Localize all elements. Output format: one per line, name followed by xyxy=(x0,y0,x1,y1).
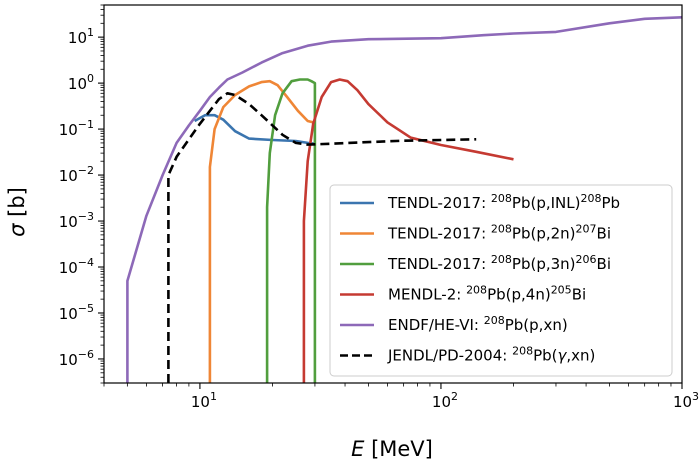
series-layer xyxy=(126,16,682,383)
legend-label-tendl-2n: TENDL-2017: 208Pb(p,2n)207Bi xyxy=(387,223,611,243)
legend-label-tendl-3n: TENDL-2017: 208Pb(p,3n)206Bi xyxy=(387,253,611,273)
x-axis-title: E [MeV] xyxy=(351,437,433,461)
series-line-tendl-inl xyxy=(193,113,316,145)
y-axis-title: σ [b] xyxy=(5,187,29,237)
y-tick-label: 10−4 xyxy=(59,256,94,277)
legend-label-mendl-4n: MENDL-2: 208Pb(p,4n)205Bi xyxy=(388,284,586,304)
legend-label-tendl-inl: TENDL-2017: 208Pb(p,INL)208Pb xyxy=(387,192,620,212)
x-tick-label: 101 xyxy=(191,390,217,411)
series-line-jendl-gamma xyxy=(167,92,477,383)
y-tick-label: 101 xyxy=(68,26,94,47)
series-line-mendl-4n xyxy=(302,78,514,383)
tick-labels: 101 102 103 101 100 10−1 10−2 10−3 10−4 10−5 10−6 xyxy=(59,26,699,411)
x-tick-label: 103 xyxy=(673,390,699,411)
series-line-tendl-2n xyxy=(208,79,314,383)
y-tick-label: 10−5 xyxy=(59,302,94,323)
legend-label-jendl-gamma: JENDL/PD-2004: 208Pb(γ,xn) xyxy=(387,345,595,365)
legend-box xyxy=(329,184,673,377)
y-tick-label: 100 xyxy=(68,72,94,93)
y-tick-label: 10−1 xyxy=(59,118,94,139)
axis-ticks xyxy=(98,4,683,389)
legend-label-endf-xn: ENDF/HE-VI: 208Pb(p,xn) xyxy=(388,314,568,334)
plot-border xyxy=(103,4,683,384)
plot-frame xyxy=(103,4,683,384)
series-line-endf-xn xyxy=(126,16,682,383)
y-tick-label: 10−2 xyxy=(59,164,94,185)
y-tick-label: 10−6 xyxy=(59,348,94,369)
series-line-tendl-3n xyxy=(265,78,317,383)
x-tick-label: 102 xyxy=(432,390,458,411)
legend: TENDL-2017: 208Pb(p,INL)208Pb TENDL-2017:… xyxy=(329,184,673,377)
y-tick-label: 10−3 xyxy=(59,210,94,231)
